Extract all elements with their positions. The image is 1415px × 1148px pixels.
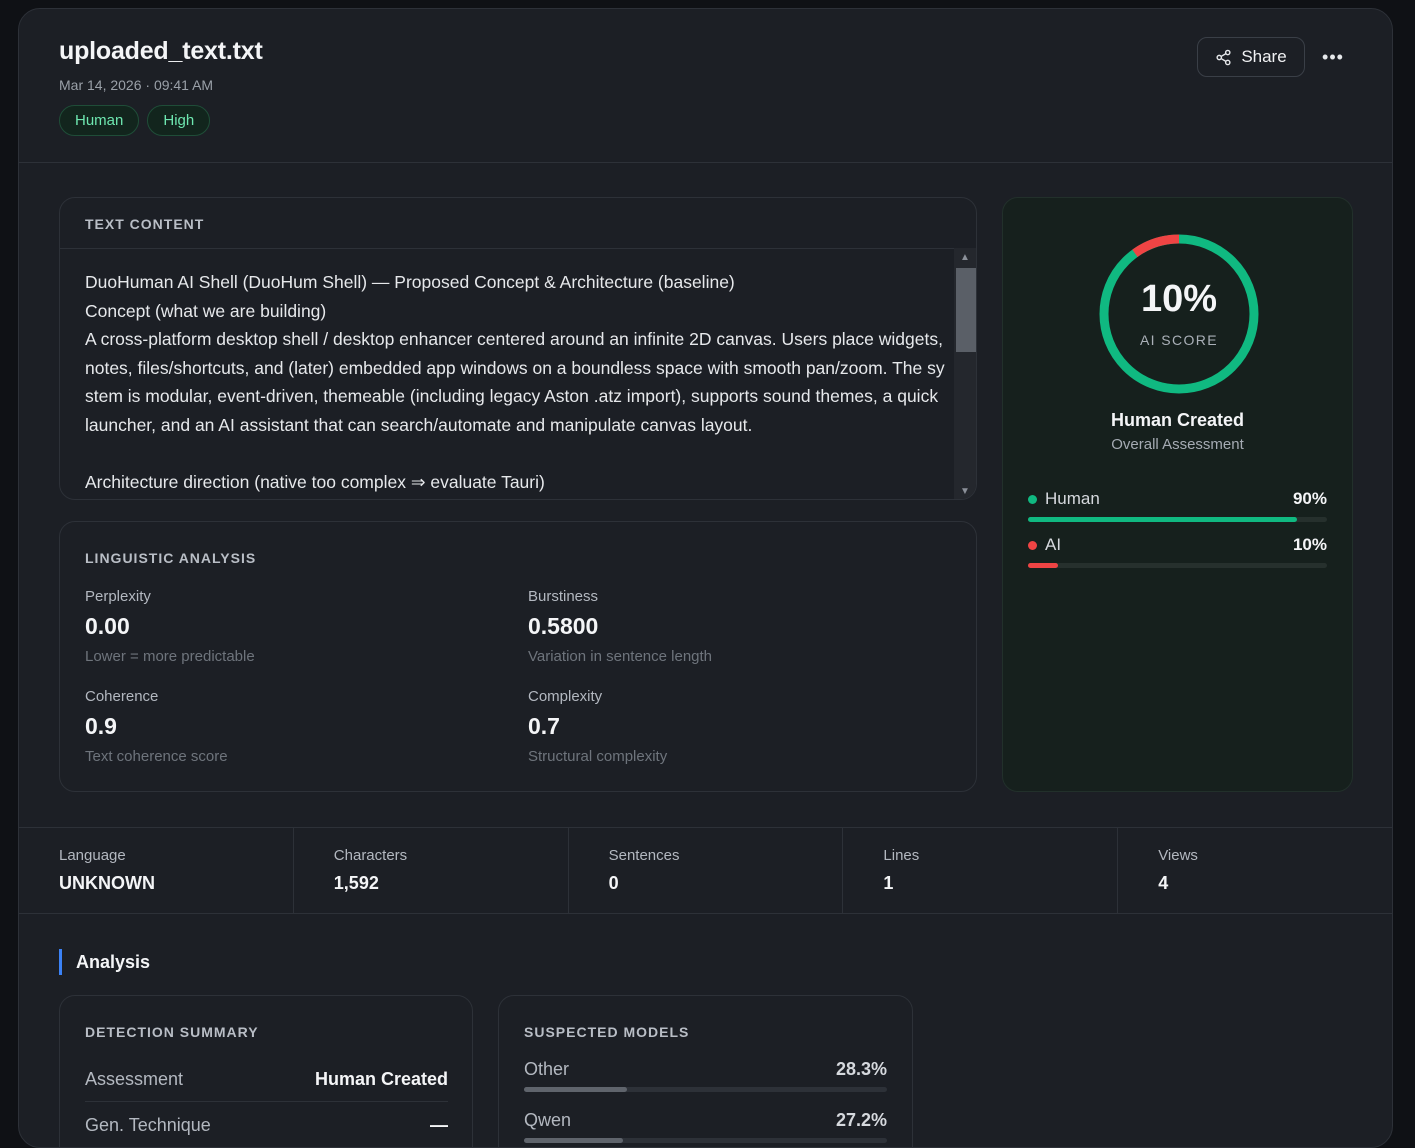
share-button[interactable]: Share bbox=[1197, 37, 1305, 77]
suspected-models-label: SUSPECTED MODELS bbox=[524, 1024, 690, 1040]
human-bar-row: Human 90% bbox=[1028, 488, 1327, 522]
gauge-ring bbox=[1099, 234, 1259, 394]
summary-value: — bbox=[430, 1115, 448, 1135]
ai-dot-icon bbox=[1028, 540, 1037, 550]
ai-bar-track bbox=[1028, 563, 1327, 568]
stat-lines: Lines 1 bbox=[843, 828, 1119, 913]
ai-score-value: 10% bbox=[1140, 278, 1218, 320]
linguistic-analysis-panel: LINGUISTIC ANALYSIS Perplexity 0.00 Lowe… bbox=[59, 521, 977, 792]
stat-value: 1 bbox=[883, 873, 894, 893]
summary-key: Assessment bbox=[85, 1069, 184, 1089]
metric-name: Coherence bbox=[85, 688, 159, 705]
summary-key: Gen. Technique bbox=[85, 1115, 211, 1135]
metric-description: Variation in sentence length bbox=[528, 648, 713, 665]
more-options-button[interactable]: ••• bbox=[1319, 43, 1347, 71]
stat-sentences: Sentences 0 bbox=[569, 828, 844, 913]
metric-value: 0.5800 bbox=[528, 613, 599, 639]
tag-confidence: High bbox=[147, 105, 211, 136]
model-bar-fill bbox=[524, 1138, 623, 1143]
detection-summary-label: DETECTION SUMMARY bbox=[85, 1024, 259, 1040]
page-title: uploaded_text.txt bbox=[59, 37, 263, 65]
tag-human: Human bbox=[59, 105, 140, 136]
scroll-up-icon[interactable]: ▲ bbox=[960, 251, 970, 263]
ai-score-label: AI SCORE bbox=[1139, 332, 1219, 348]
model-bar-track bbox=[524, 1087, 887, 1092]
model-row-qwen: Qwen 27.2% bbox=[524, 1110, 887, 1143]
model-percent: 28.3% bbox=[835, 1059, 887, 1079]
metric-name: Complexity bbox=[528, 688, 603, 705]
stat-label: Characters bbox=[333, 847, 408, 864]
share-label: Share bbox=[1241, 47, 1287, 66]
divider bbox=[60, 248, 976, 249]
metric-name: Perplexity bbox=[85, 588, 151, 605]
stat-label: Views bbox=[1158, 847, 1198, 864]
analysis-section-title: Analysis bbox=[59, 949, 150, 975]
metric-value: 0.9 bbox=[85, 713, 117, 739]
stat-label: Lines bbox=[883, 847, 920, 864]
model-row-other: Other 28.3% bbox=[524, 1059, 887, 1092]
suspected-models-panel: SUSPECTED MODELS Other 28.3% Qwen 27.2% bbox=[498, 995, 913, 1147]
stat-value: 4 bbox=[1158, 873, 1169, 893]
summary-row-assessment: Assessment Human Created bbox=[85, 1069, 448, 1090]
gauge-ai-arc bbox=[1099, 234, 1259, 394]
metric-coherence: Coherence 0.9 Text coherence score bbox=[85, 688, 485, 765]
detail-card: uploaded_text.txt Mar 14, 2026 · 09:41 A… bbox=[18, 8, 1393, 1148]
stat-label: Sentences bbox=[608, 847, 680, 864]
ai-score-panel: 10% AI SCORE Human Created Overall Asses… bbox=[1002, 197, 1353, 792]
page-header: uploaded_text.txt Mar 14, 2026 · 09:41 A… bbox=[19, 9, 1392, 163]
human-bar-percent: 90% bbox=[1292, 489, 1327, 508]
model-bar-track bbox=[524, 1138, 887, 1143]
metric-description: Text coherence score bbox=[85, 748, 228, 765]
linguistic-analysis-label: LINGUISTIC ANALYSIS bbox=[85, 550, 257, 566]
human-dot-icon bbox=[1028, 494, 1037, 504]
text-scrollbar[interactable]: ▲ ▼ bbox=[954, 248, 976, 499]
stat-value: UNKNOWN bbox=[59, 873, 155, 893]
stat-value: 1,592 bbox=[333, 873, 379, 893]
model-bar-fill bbox=[524, 1087, 627, 1092]
model-name: Other bbox=[524, 1059, 570, 1079]
text-content-panel: TEXT CONTENT DuoHuman AI Shell (DuoHum S… bbox=[59, 197, 977, 500]
metric-perplexity: Perplexity 0.00 Lower = more predictable bbox=[85, 588, 485, 665]
ai-bar-label: AI bbox=[1045, 535, 1062, 554]
stats-strip: Language UNKNOWN Characters 1,592 Senten… bbox=[19, 827, 1392, 914]
stat-value: 0 bbox=[608, 873, 619, 893]
detection-summary-panel: DETECTION SUMMARY Assessment Human Creat… bbox=[59, 995, 473, 1147]
human-bar-label: Human bbox=[1045, 489, 1100, 508]
human-bar-track bbox=[1028, 517, 1327, 522]
timestamp: Mar 14, 2026 · 09:41 AM bbox=[59, 77, 214, 93]
stat-label: Language bbox=[59, 847, 126, 864]
metric-value: 0.7 bbox=[528, 713, 560, 739]
stat-language: Language UNKNOWN bbox=[19, 828, 294, 913]
model-percent: 27.2% bbox=[835, 1110, 887, 1130]
ai-bar-fill bbox=[1028, 563, 1058, 568]
human-bar-fill bbox=[1028, 517, 1298, 522]
text-content-label: TEXT CONTENT bbox=[85, 216, 205, 232]
scroll-thumb[interactable] bbox=[956, 268, 976, 352]
metric-complexity: Complexity 0.7 Structural complexity bbox=[528, 688, 928, 765]
verdict: Human Created bbox=[1110, 410, 1245, 430]
ai-bar-percent: 10% bbox=[1292, 535, 1327, 554]
share-icon bbox=[1216, 49, 1231, 65]
metric-description: Structural complexity bbox=[528, 748, 668, 765]
stat-characters: Characters 1,592 bbox=[294, 828, 569, 913]
divider bbox=[85, 1101, 448, 1102]
summary-row-technique: Gen. Technique — bbox=[85, 1115, 448, 1136]
metric-value: 0.00 bbox=[85, 613, 130, 639]
model-name: Qwen bbox=[524, 1110, 572, 1130]
verdict-subtitle: Overall Assessment bbox=[1111, 436, 1244, 453]
scroll-down-icon[interactable]: ▼ bbox=[960, 485, 970, 497]
ai-score-gauge: 10% AI SCORE bbox=[1097, 232, 1261, 396]
more-horizontal-icon: ••• bbox=[1322, 46, 1344, 67]
stat-views: Views 4 bbox=[1118, 828, 1392, 913]
metric-description: Lower = more predictable bbox=[85, 648, 255, 665]
metric-name: Burstiness bbox=[528, 588, 599, 605]
metric-burstiness: Burstiness 0.5800 Variation in sentence … bbox=[528, 588, 928, 665]
ai-bar-row: AI 10% bbox=[1028, 534, 1327, 568]
tag-list: Human High bbox=[59, 105, 211, 136]
summary-value: Human Created bbox=[314, 1069, 448, 1089]
text-content-body[interactable]: DuoHuman AI Shell (DuoHum Shell) — Propo… bbox=[85, 272, 945, 492]
